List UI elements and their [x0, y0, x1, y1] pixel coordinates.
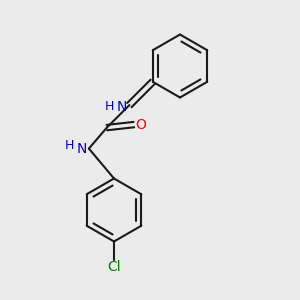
Text: O: O: [135, 118, 146, 132]
Text: H: H: [65, 139, 74, 152]
Text: N: N: [76, 142, 87, 156]
Text: H: H: [105, 100, 115, 113]
Text: N: N: [117, 100, 127, 114]
Text: Cl: Cl: [107, 260, 121, 274]
